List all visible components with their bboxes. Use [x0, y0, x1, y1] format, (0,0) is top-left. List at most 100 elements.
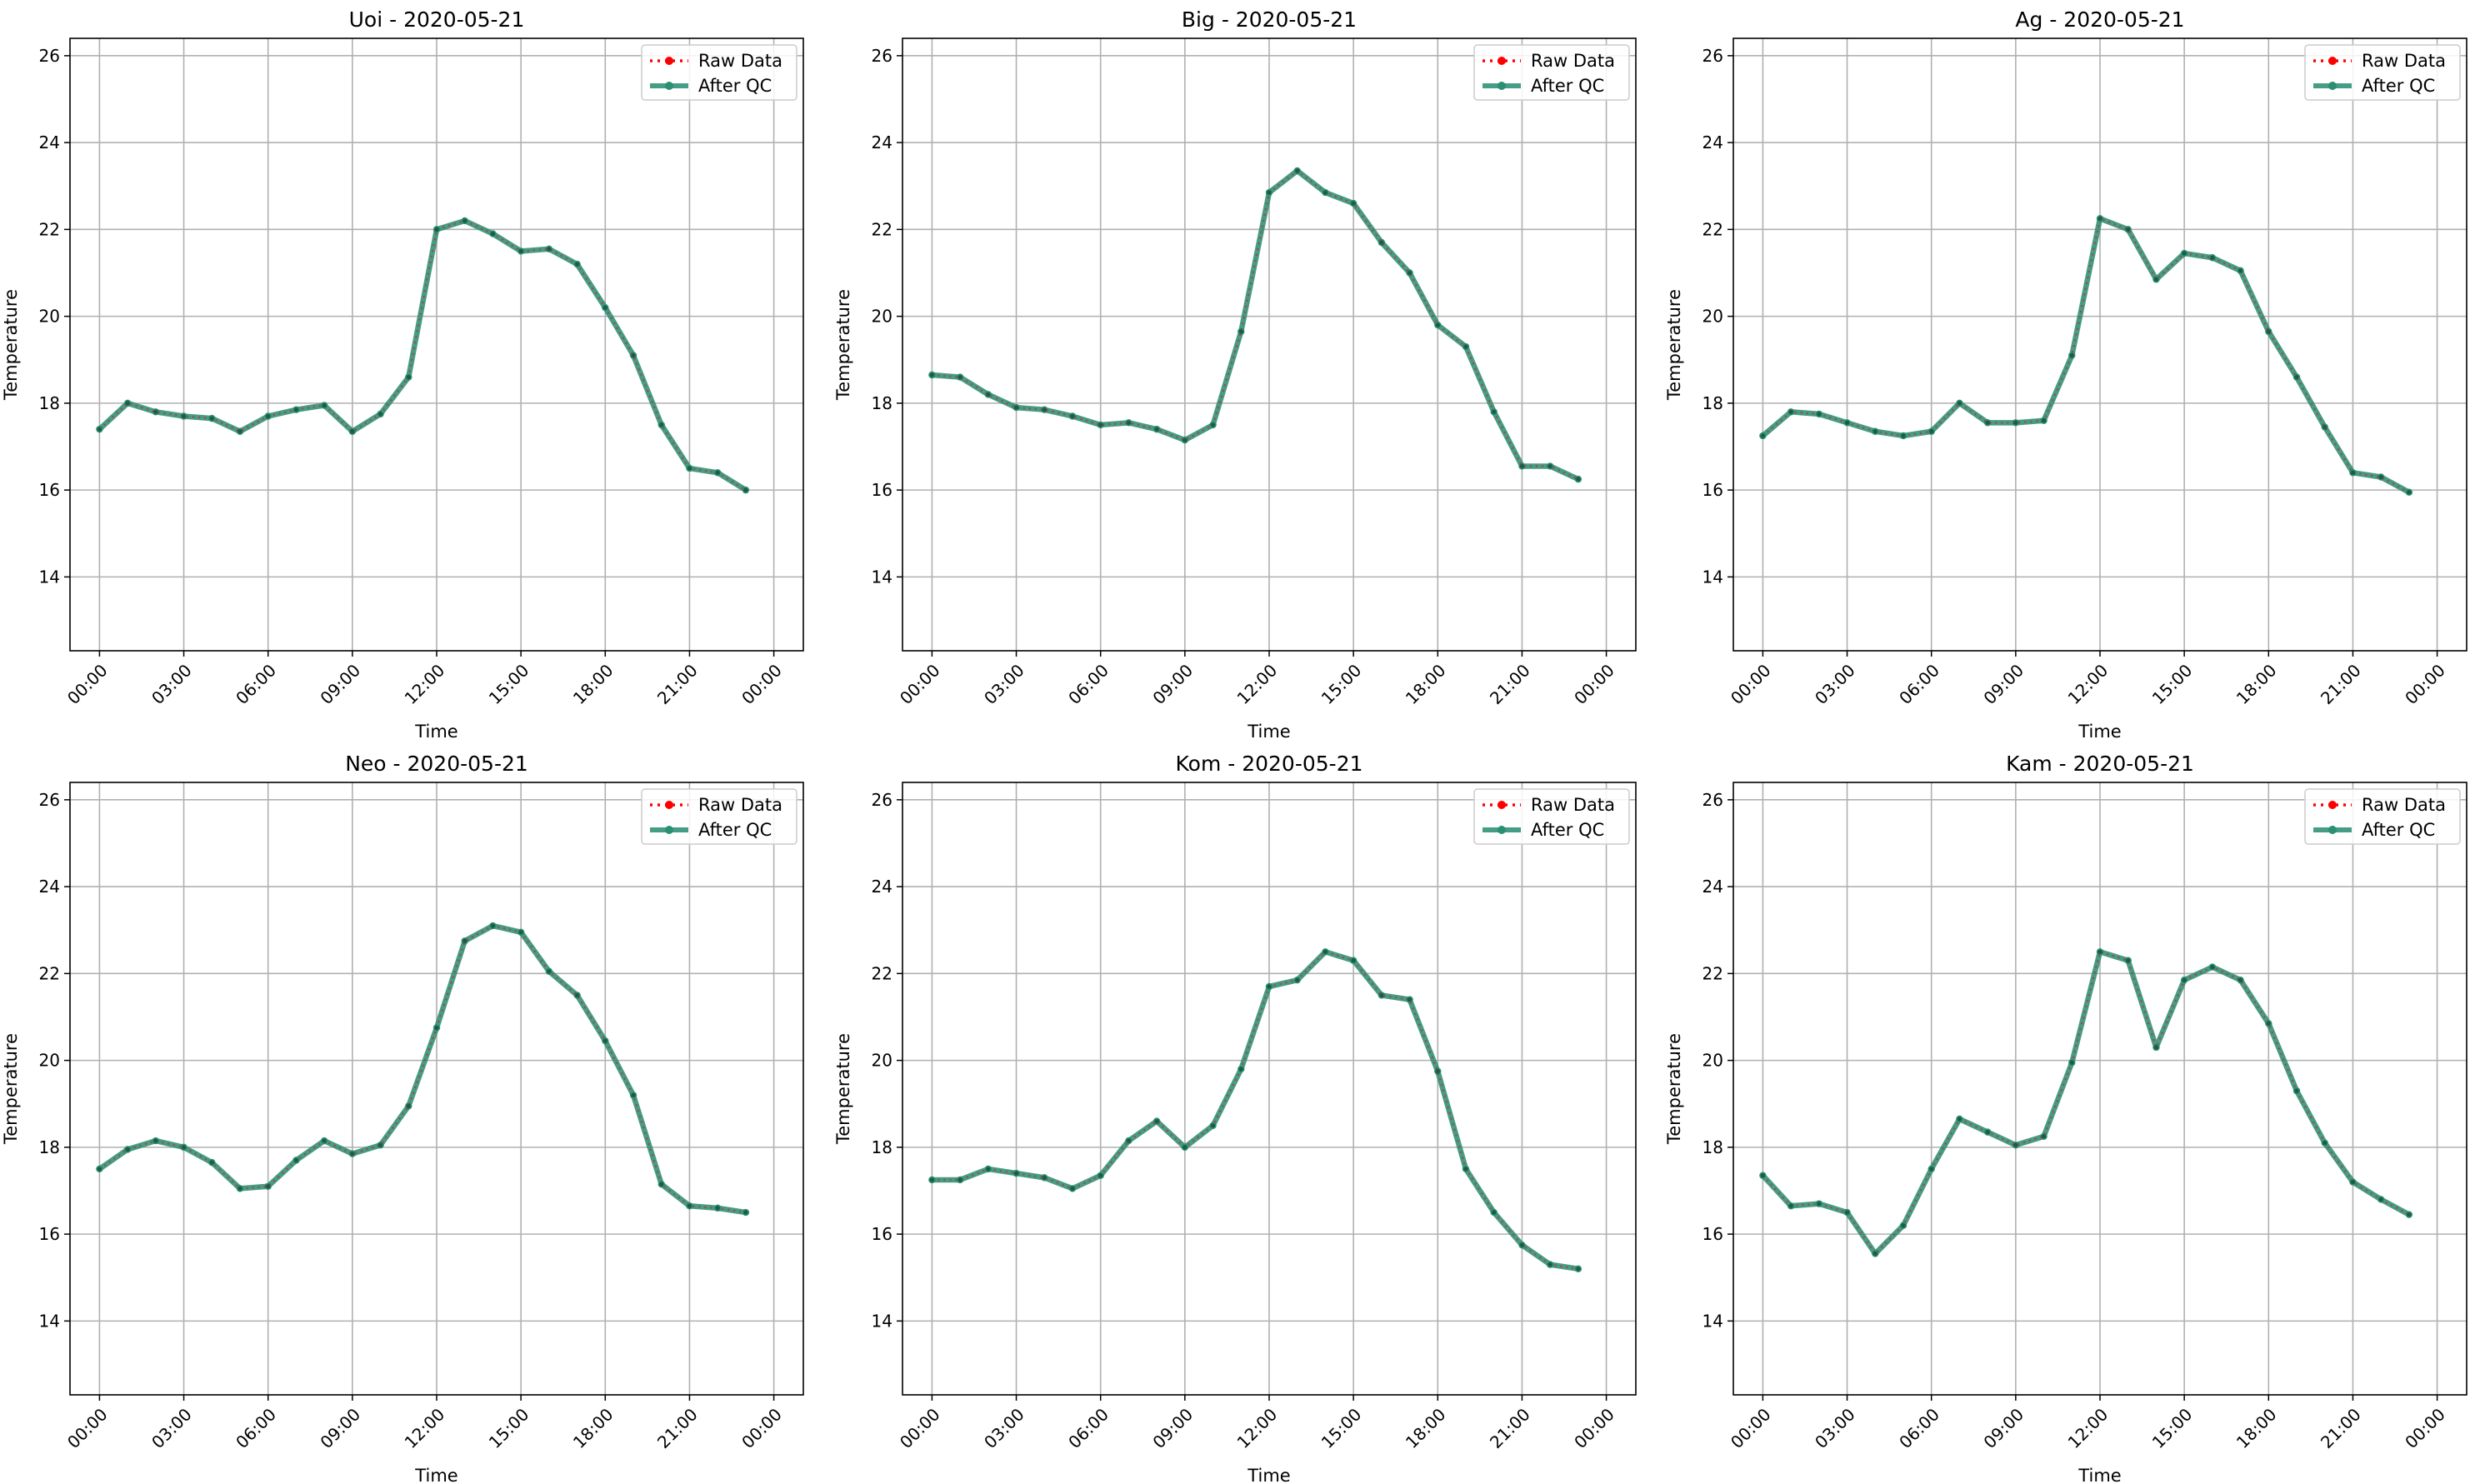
- x-axis-label: Time: [2078, 722, 2121, 742]
- raw-data-point: [743, 487, 748, 492]
- raw-data-point: [266, 413, 271, 419]
- raw-data-point: [715, 1206, 720, 1211]
- legend-raw-label: Raw Data: [698, 795, 782, 815]
- y-axis-label: Temperature: [1, 289, 21, 401]
- raw-data-point: [986, 1167, 991, 1172]
- legend-qc-label: After QC: [698, 820, 772, 840]
- x-tick-label: 00:00: [63, 1404, 112, 1452]
- raw-data-point: [1013, 405, 1019, 410]
- legend-raw-label: Raw Data: [1531, 51, 1615, 71]
- y-tick-label: 16: [872, 1224, 892, 1244]
- y-tick-label: 26: [39, 790, 60, 810]
- raw-data-point: [687, 466, 692, 471]
- x-tick-label: 06:00: [1895, 1404, 1943, 1452]
- x-tick-label: 03:00: [980, 660, 1028, 708]
- x-tick-label: 03:00: [980, 1404, 1028, 1452]
- raw-data-point: [97, 1167, 102, 1172]
- raw-data-point: [238, 429, 242, 434]
- y-tick-label: 20: [39, 307, 60, 327]
- raw-data-point: [2407, 490, 2412, 495]
- chart-title: Neo - 2020-05-21: [345, 752, 528, 776]
- raw-data-point: [1322, 190, 1328, 195]
- x-axis-label: Time: [414, 1466, 458, 1484]
- raw-data-point: [958, 374, 962, 380]
- x-axis-label: Time: [414, 722, 458, 742]
- raw-data-point: [1957, 401, 1962, 406]
- raw-data-point: [659, 422, 664, 427]
- x-tick-label: 12:00: [2064, 660, 2112, 708]
- raw-data-point: [1901, 1223, 1906, 1228]
- legend-raw-marker: [2328, 801, 2337, 809]
- raw-data-point: [1407, 270, 1412, 276]
- raw-data-point: [1492, 1210, 1497, 1215]
- raw-data-point: [2294, 1088, 2299, 1093]
- x-tick-label: 15:00: [485, 660, 533, 708]
- x-tick-label: 00:00: [1570, 1404, 1618, 1452]
- x-tick-label: 15:00: [2148, 1404, 2197, 1452]
- legend-qc-marker: [2328, 826, 2337, 834]
- raw-data-point: [1070, 1186, 1075, 1191]
- y-tick-label: 20: [1702, 1051, 1723, 1071]
- raw-data-point: [293, 407, 299, 412]
- y-tick-label: 26: [872, 46, 892, 66]
- raw-data-point: [2378, 1197, 2383, 1202]
- raw-data-point: [1817, 412, 1822, 417]
- raw-data-point: [659, 1182, 664, 1187]
- raw-data-point: [181, 1145, 187, 1150]
- x-tick-label: 18:00: [1402, 660, 1450, 708]
- legend-qc-label: After QC: [2362, 76, 2435, 96]
- after-qc-line: [1761, 216, 2411, 495]
- raw-data-point: [209, 416, 214, 421]
- raw-data-point: [2266, 329, 2271, 334]
- raw-data-point: [1548, 1262, 1552, 1267]
- raw-data-point: [153, 1138, 158, 1143]
- legend-qc-label: After QC: [698, 76, 772, 96]
- y-tick-label: 14: [39, 1311, 60, 1331]
- x-tick-label: 00:00: [63, 660, 112, 708]
- raw-data-point: [434, 1025, 439, 1031]
- chart-title: Uoi - 2020-05-21: [349, 7, 525, 32]
- raw-data-point: [1519, 463, 1525, 469]
- raw-data-point: [1295, 977, 1300, 982]
- x-tick-label: 12:00: [401, 660, 449, 708]
- axes-frame: [902, 37, 1637, 652]
- x-tick-label: 18:00: [569, 1404, 618, 1452]
- raw-data-point: [1013, 1171, 1019, 1176]
- x-tick-label: 18:00: [1402, 1404, 1450, 1452]
- y-tick-label: 20: [39, 1051, 60, 1071]
- y-tick-label: 16: [1702, 480, 1723, 500]
- raw-data-point: [1985, 1130, 1990, 1135]
- raw-data-point: [1463, 344, 1468, 349]
- x-tick-label: 09:00: [1148, 660, 1197, 708]
- raw-data-point: [1576, 477, 1581, 482]
- raw-data-point: [1070, 413, 1075, 419]
- raw-data-point: [434, 227, 439, 232]
- raw-data-point: [1182, 1145, 1188, 1150]
- y-tick-label: 26: [872, 790, 892, 810]
- raw-data-point: [181, 413, 187, 419]
- raw-data-point: [1548, 463, 1552, 469]
- x-tick-label: 09:00: [1148, 1404, 1197, 1452]
- axes-frame: [69, 37, 804, 652]
- raw-data-point: [518, 248, 523, 254]
- x-tick-label: 06:00: [1895, 660, 1943, 708]
- y-axis-label: Temperature: [1664, 1033, 1684, 1145]
- raw-data-point: [547, 969, 552, 974]
- x-tick-label: 12:00: [2064, 1404, 2112, 1452]
- raw-data-point: [1872, 1251, 1878, 1257]
- raw-data-point: [547, 247, 552, 252]
- raw-data-point: [2350, 1179, 2356, 1185]
- x-tick-label: 06:00: [1064, 1404, 1112, 1452]
- raw-data-point: [743, 1210, 748, 1215]
- y-tick-label: 18: [872, 393, 892, 413]
- raw-data-point: [602, 305, 608, 310]
- raw-data-point: [1267, 190, 1272, 195]
- x-tick-label: 15:00: [1318, 1404, 1366, 1452]
- raw-data-point: [986, 392, 991, 397]
- x-tick-label: 00:00: [738, 660, 786, 708]
- y-tick-label: 18: [1702, 1137, 1723, 1157]
- legend-qc-marker: [1498, 82, 1506, 90]
- y-tick-label: 14: [1702, 567, 1723, 587]
- raw-data-point: [2407, 1212, 2412, 1217]
- raw-data-point: [350, 429, 355, 434]
